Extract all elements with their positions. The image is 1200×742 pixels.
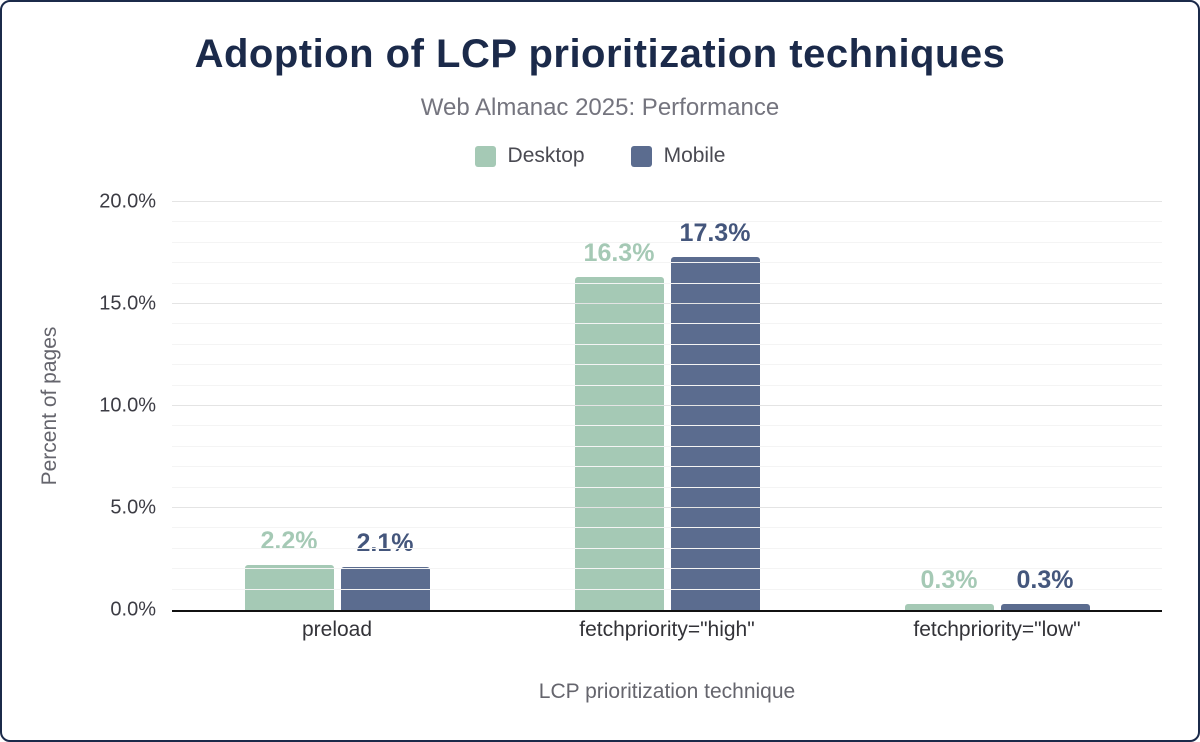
gridline-minor: [172, 445, 1162, 447]
gridline-minor: [172, 262, 1162, 264]
bar-value-label: 2.2%: [260, 527, 318, 556]
gridline-minor: [172, 282, 1162, 284]
bar-desktop-1[interactable]: 16.3%: [574, 239, 664, 610]
gridline-minor: [172, 568, 1162, 570]
legend-label: Desktop: [507, 144, 585, 167]
bar-value-label: 16.3%: [583, 239, 655, 268]
y-tick-label: 15.0%: [99, 292, 156, 315]
bar-value-label: 17.3%: [679, 219, 751, 248]
legend-swatch-mobile: [630, 145, 652, 167]
x-axis-title: LCP prioritization technique: [538, 680, 796, 703]
gridline-minor: [172, 364, 1162, 366]
legend-swatch-desktop: [474, 145, 496, 167]
gridline-minor: [172, 241, 1162, 243]
legend-label: Mobile: [663, 144, 726, 167]
y-tick-label: 0.0%: [110, 598, 156, 621]
legend-item-desktop[interactable]: Desktop: [474, 144, 585, 168]
bar-value-label: 2.1%: [356, 529, 414, 558]
legend-item-mobile[interactable]: Mobile: [630, 144, 726, 168]
plot-area: 2.2% 2.1% 16.3% 17.3% 0.3% 0.3% 0.0% 5.0% 10.0%…: [99, 191, 1162, 621]
x-axis-ticks: preload fetchpriority="high" fetchpriority…: [172, 618, 1162, 642]
bar-mobile-1[interactable]: 17.3%: [670, 219, 760, 610]
gridline-minor: [172, 323, 1162, 325]
bar-desktop-0[interactable]: 2.2%: [244, 527, 334, 610]
bar-value-label: 0.3%: [1016, 565, 1074, 594]
gridline-minor: [172, 466, 1162, 468]
gridline-minor: [172, 547, 1162, 549]
gridline-minor: [172, 527, 1162, 529]
x-tick-label: preload: [301, 618, 373, 641]
chart-subtitle: Web Almanac 2025: Performance: [420, 94, 780, 121]
y-tick-label: 5.0%: [110, 496, 156, 519]
gridline-minor: [172, 425, 1162, 427]
bar-desktop-2[interactable]: 0.3%: [904, 566, 994, 610]
bar-mobile-0[interactable]: 2.1%: [340, 529, 430, 610]
gridline-major: [172, 507, 1162, 508]
gridline-minor: [172, 588, 1162, 590]
bar-group-0: 2.2% 2.1%: [172, 202, 502, 610]
gridline-minor: [172, 343, 1162, 345]
gridline-major: [172, 201, 1162, 202]
gridline-minor: [172, 221, 1162, 223]
gridline-major: [172, 303, 1162, 304]
x-tick-label: fetchpriority="high": [579, 618, 755, 641]
chart-title: Adoption of LCP prioritization technique…: [194, 32, 1006, 76]
y-axis-title: Percent of pages: [38, 326, 61, 486]
x-tick-label: fetchpriority="low": [913, 618, 1081, 641]
y-tick-label: 10.0%: [99, 394, 156, 417]
legend: Desktop Mobile: [2, 144, 1198, 168]
bar-mobile-2[interactable]: 0.3%: [1000, 566, 1090, 610]
y-tick-label: 20.0%: [99, 190, 156, 213]
bar-value-label: 0.3%: [920, 565, 978, 594]
gridline-minor: [172, 486, 1162, 488]
gridline-major: [172, 405, 1162, 406]
gridline-minor: [172, 384, 1162, 386]
